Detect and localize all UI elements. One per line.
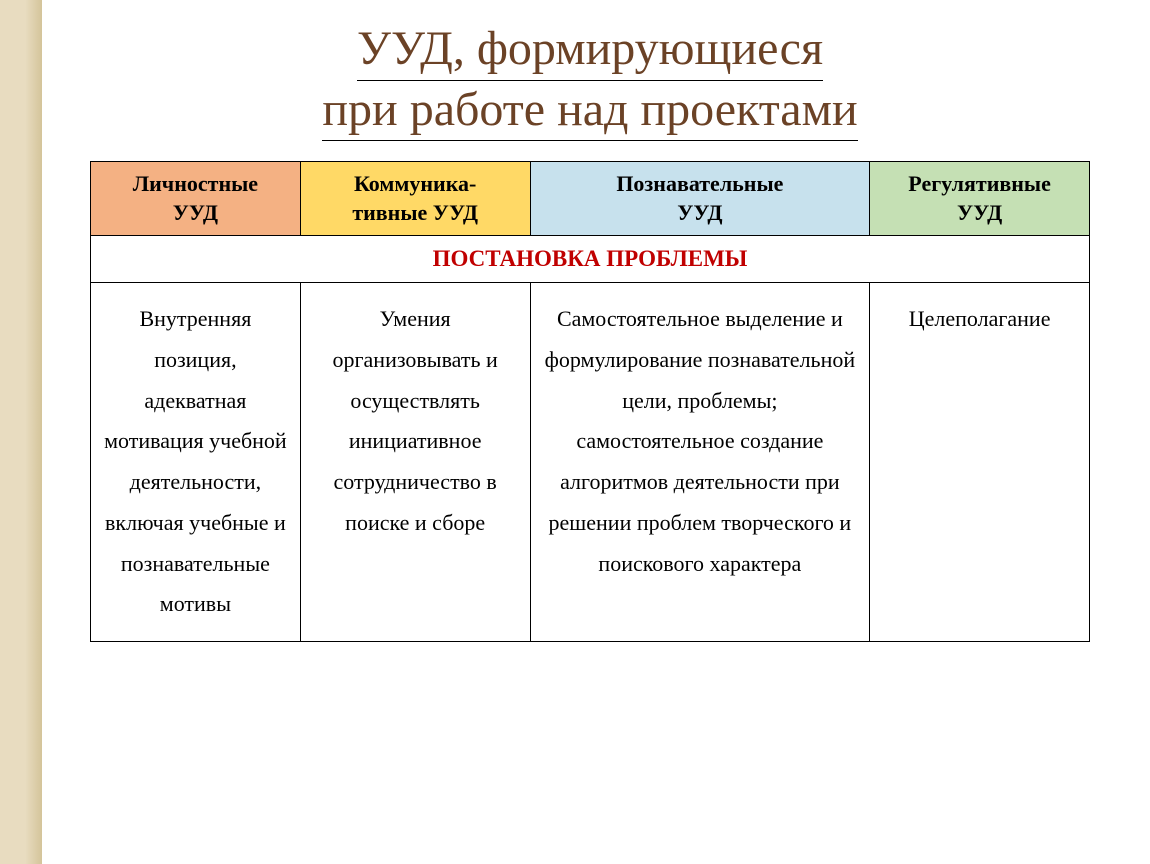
cell-0: Внутренняя позиция, адекватная мотивация… (91, 283, 301, 642)
section-header: ПОСТАНОВКА ПРОБЛЕМЫ (91, 236, 1090, 283)
side-decoration (0, 0, 42, 864)
title-line1: УУД, формирующиеся (357, 20, 823, 81)
header-cell-3: РегулятивныеУУД (870, 162, 1090, 236)
title-line2: при работе над проектами (322, 81, 857, 142)
cell-2: Самостоятельное выделение и формулирован… (530, 283, 870, 642)
data-row: Внутренняя позиция, адекватная мотивация… (91, 283, 1090, 642)
table-header-row: ЛичностныеУУД Коммуника-тивные УУД Позна… (91, 162, 1090, 236)
cell-1: Умения организовывать и осуществлять ини… (300, 283, 530, 642)
slide-content: УУД, формирующиеся при работе над проект… (0, 0, 1150, 672)
header-cell-2: ПознавательныеУУД (530, 162, 870, 236)
header-cell-0: ЛичностныеУУД (91, 162, 301, 236)
uud-table: ЛичностныеУУД Коммуника-тивные УУД Позна… (90, 161, 1090, 642)
header-cell-1: Коммуника-тивные УУД (300, 162, 530, 236)
section-row: ПОСТАНОВКА ПРОБЛЕМЫ (91, 236, 1090, 283)
cell-3: Целеполагание (870, 283, 1090, 642)
slide-title: УУД, формирующиеся при работе над проект… (90, 20, 1090, 141)
